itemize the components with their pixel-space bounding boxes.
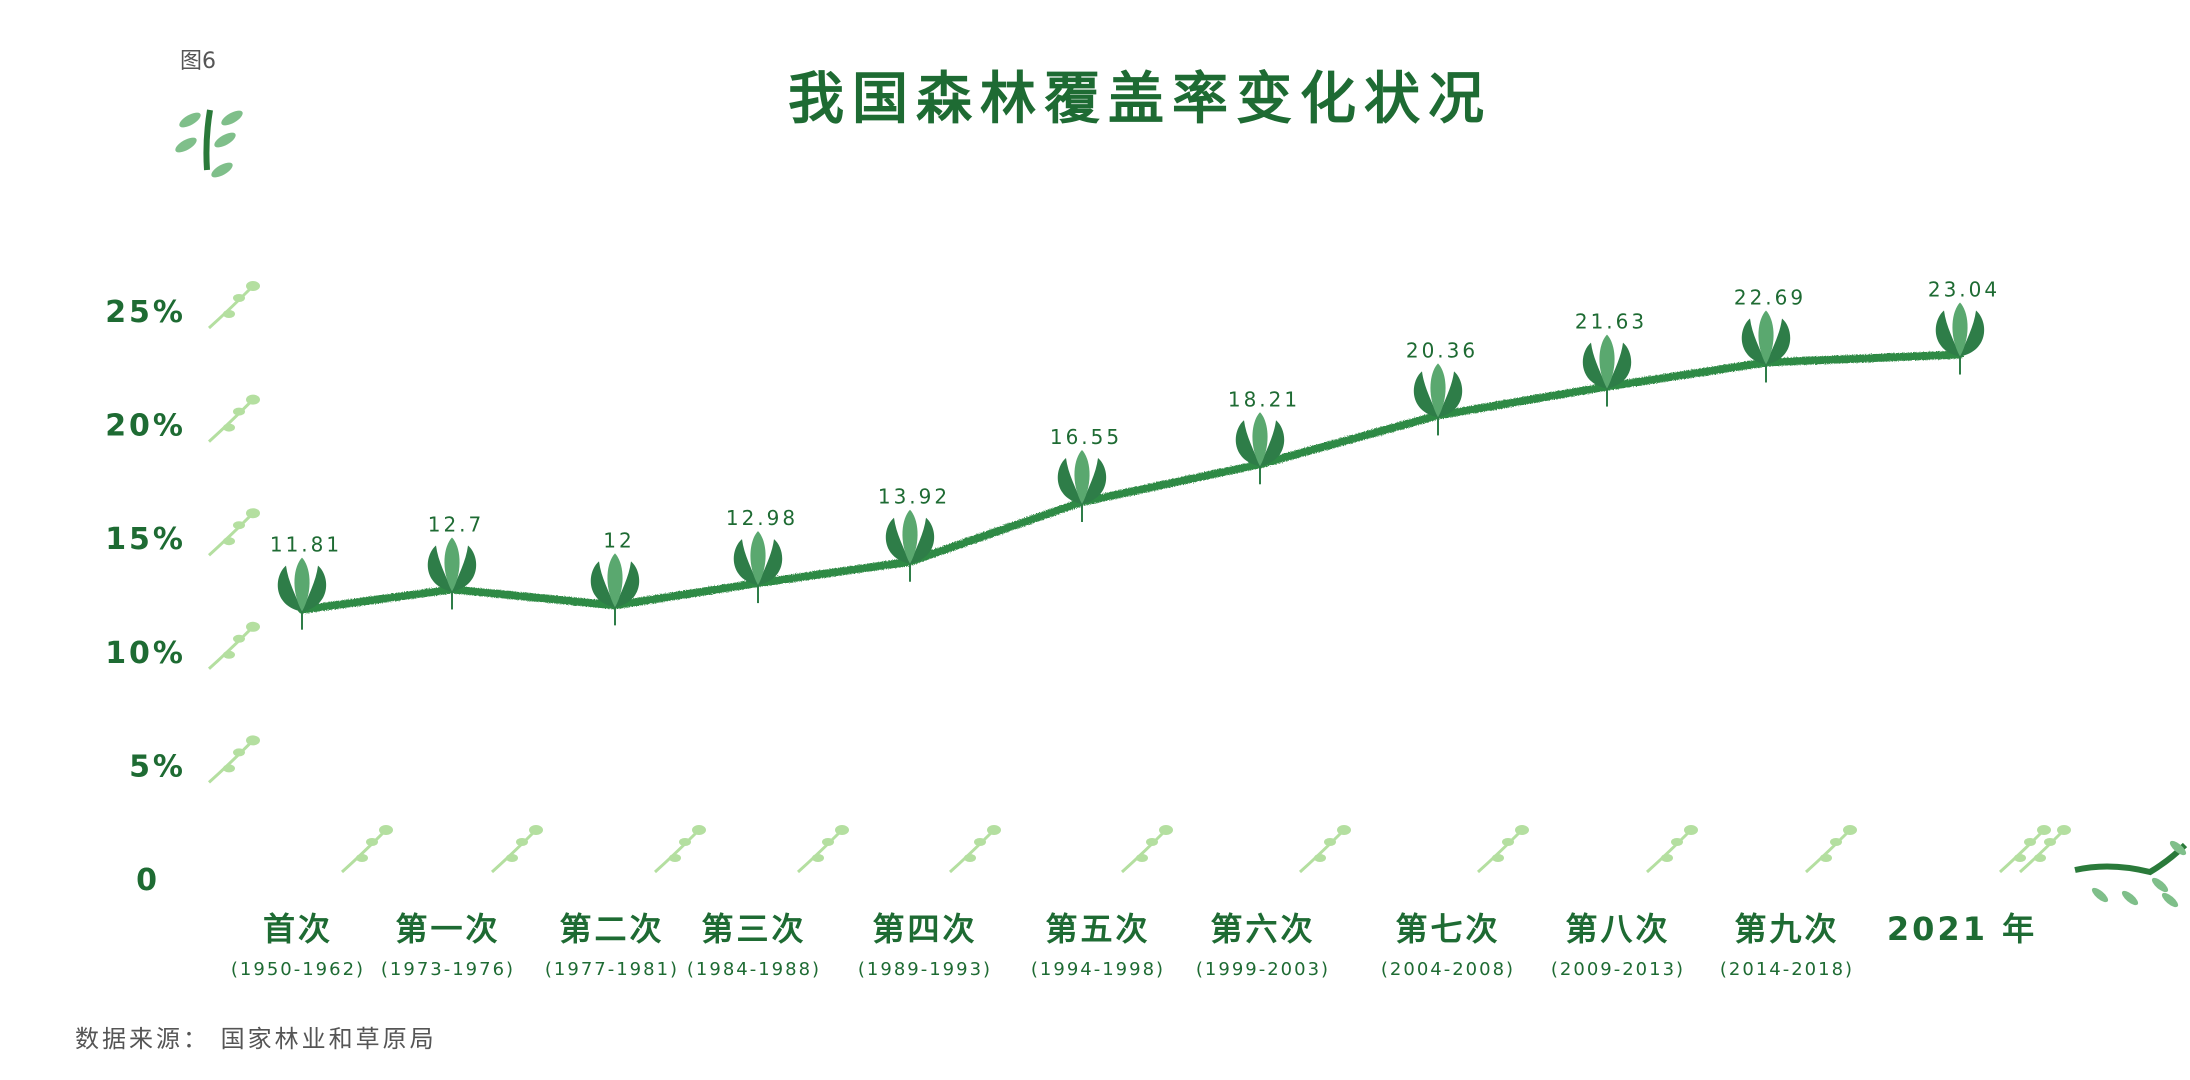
y-tick-label: 5% bbox=[129, 749, 186, 784]
x-category-label: 第五次 bbox=[1045, 910, 1150, 948]
x-sprig-icon bbox=[948, 825, 1001, 874]
data-label: 12.98 bbox=[726, 506, 798, 530]
y-sprig-icon bbox=[207, 281, 260, 330]
leaf-marker bbox=[1582, 334, 1632, 407]
y-sprig-icon bbox=[207, 735, 260, 784]
y-tick-label: 25% bbox=[105, 295, 186, 330]
y-sprig-icon bbox=[207, 394, 260, 443]
leaf-marker bbox=[1935, 302, 1985, 375]
x-sprig-icon bbox=[2018, 825, 2071, 874]
x-category-label: 第九次 bbox=[1734, 910, 1839, 948]
y-sprig-icon bbox=[207, 508, 260, 557]
series-line bbox=[298, 350, 1964, 614]
leaf-marker bbox=[277, 557, 327, 630]
y-tick-label: 10% bbox=[105, 636, 186, 671]
data-label: 22.69 bbox=[1734, 285, 1806, 309]
x-axis-branch-icon bbox=[2074, 840, 2188, 908]
source-note: 数据来源： 国家林业和草原局 bbox=[75, 1025, 437, 1053]
y-tick-label: 15% bbox=[105, 522, 186, 557]
leaf-marker bbox=[1413, 363, 1463, 436]
x-period-label: (2004-2008) bbox=[1381, 959, 1515, 980]
data-label: 12.7 bbox=[428, 512, 485, 536]
x-period-label: (1973-1976) bbox=[381, 959, 515, 980]
x-category-label: 第三次 bbox=[701, 910, 806, 948]
x-period-label: (1950-1962) bbox=[231, 959, 365, 980]
y-axis-tree-icon bbox=[175, 109, 243, 178]
x-sprig-icon bbox=[1298, 825, 1351, 874]
data-label: 21.63 bbox=[1575, 310, 1647, 334]
data-label: 18.21 bbox=[1228, 387, 1300, 411]
decorative-sprigs bbox=[207, 281, 2071, 874]
x-category-labels: 首次 (1950-1962) 第一次 (1973-1976) 第二次 (1977-1981… bbox=[231, 910, 2037, 980]
leaf-marker bbox=[1057, 449, 1107, 522]
figure-label: 图6 bbox=[180, 49, 216, 74]
data-label: 12 bbox=[603, 528, 634, 552]
x-sprig-icon bbox=[796, 825, 849, 874]
x-period-label: (1977-1981) bbox=[545, 959, 679, 980]
x-period-label: (1989-1993) bbox=[858, 959, 992, 980]
series-markers bbox=[277, 302, 1985, 630]
leaf-marker bbox=[427, 537, 477, 610]
data-label: 16.55 bbox=[1050, 425, 1122, 449]
leaf-marker bbox=[885, 509, 935, 582]
data-label: 13.92 bbox=[878, 485, 950, 509]
data-label: 20.36 bbox=[1406, 338, 1478, 362]
leaf-marker bbox=[1235, 412, 1285, 485]
x-period-label: (2014-2018) bbox=[1720, 959, 1854, 980]
x-sprig-icon bbox=[653, 825, 706, 874]
x-period-label: (1984-1988) bbox=[687, 959, 821, 980]
x-sprig-icon bbox=[490, 825, 543, 874]
x-sprig-icon bbox=[1476, 825, 1529, 874]
leaf-marker bbox=[733, 531, 783, 604]
x-sprig-icon bbox=[1998, 825, 2051, 874]
y-tick-labels: 0 5% 10% 15% 20% 25% bbox=[105, 295, 186, 898]
x-period-label: (1999-2003) bbox=[1196, 959, 1330, 980]
chart-title: 我国森林覆盖率变化状况 bbox=[788, 67, 1492, 132]
x-period-label: (2009-2013) bbox=[1551, 959, 1685, 980]
leaf-marker bbox=[590, 553, 640, 626]
x-period-label: (1994-1998) bbox=[1031, 959, 1165, 980]
x-sprig-icon bbox=[340, 825, 393, 874]
series-line-path bbox=[298, 350, 1964, 614]
x-category-label: 第一次 bbox=[395, 910, 500, 948]
data-label: 11.81 bbox=[270, 533, 342, 557]
data-label: 23.04 bbox=[1928, 278, 2000, 302]
y-sprig-icon bbox=[207, 621, 260, 670]
x-category-label: 第二次 bbox=[559, 910, 664, 948]
x-sprig-icon bbox=[1645, 825, 1698, 874]
data-labels: 11.81 12.7 12 12.98 13.92 16.55 18.21 20.36 21.6… bbox=[270, 278, 2000, 557]
x-category-label: 第六次 bbox=[1210, 910, 1315, 948]
y-tick-label: 20% bbox=[105, 409, 186, 444]
x-category-label: 2021 年 bbox=[1887, 910, 2037, 948]
x-category-label: 第四次 bbox=[872, 910, 977, 948]
y-tick-label: 0 bbox=[136, 863, 160, 898]
x-category-label: 第八次 bbox=[1565, 910, 1670, 948]
x-sprig-icon bbox=[1804, 825, 1857, 874]
x-category-label: 首次 bbox=[263, 910, 333, 948]
x-sprig-icon bbox=[1120, 825, 1173, 874]
x-category-label: 第七次 bbox=[1395, 910, 1500, 948]
leaf-marker bbox=[1741, 310, 1791, 383]
